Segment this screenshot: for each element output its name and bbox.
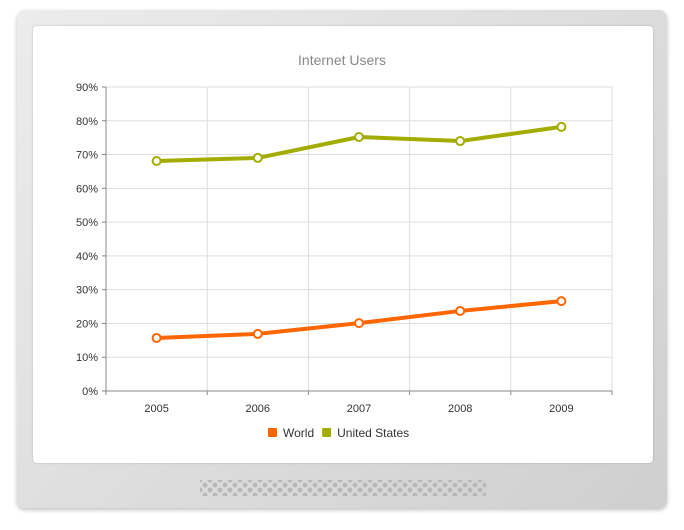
- x-tick-label: 2007: [347, 403, 371, 415]
- y-tick-label: 90%: [76, 82, 98, 94]
- x-tick-label: 2006: [246, 403, 270, 415]
- data-point: [354, 131, 364, 142]
- chart-card: [33, 26, 653, 463]
- legend-label: World: [283, 426, 314, 440]
- y-tick-label: 50%: [76, 217, 98, 229]
- legend-swatch: [322, 428, 332, 437]
- data-point: [252, 328, 263, 339]
- y-tick-label: 70%: [76, 150, 98, 162]
- legend-swatch: [268, 428, 277, 437]
- y-tick-label: 60%: [76, 183, 98, 195]
- chart-title: Internet Users: [298, 52, 386, 68]
- x-tick-label: 2005: [144, 403, 168, 415]
- series-line-united-states: [156, 124, 562, 163]
- data-point: [252, 152, 263, 163]
- x-tick-label: 2009: [549, 403, 573, 415]
- data-point: [556, 296, 567, 307]
- y-tick-label: 20%: [76, 318, 98, 330]
- speaker-grille: [200, 480, 486, 496]
- legend-label: United States: [337, 426, 409, 440]
- x-tick-label: 2008: [448, 403, 472, 415]
- data-point: [455, 305, 466, 316]
- y-tick-label: 40%: [76, 251, 98, 263]
- y-tick-label: 0%: [82, 386, 98, 398]
- data-point: [151, 332, 162, 343]
- y-tick-label: 30%: [76, 285, 98, 297]
- y-tick-label: 10%: [76, 352, 98, 364]
- data-point: [354, 318, 364, 329]
- data-point: [455, 136, 466, 147]
- data-point: [556, 121, 567, 132]
- data-point: [151, 155, 162, 166]
- y-tick-label: 80%: [76, 116, 98, 128]
